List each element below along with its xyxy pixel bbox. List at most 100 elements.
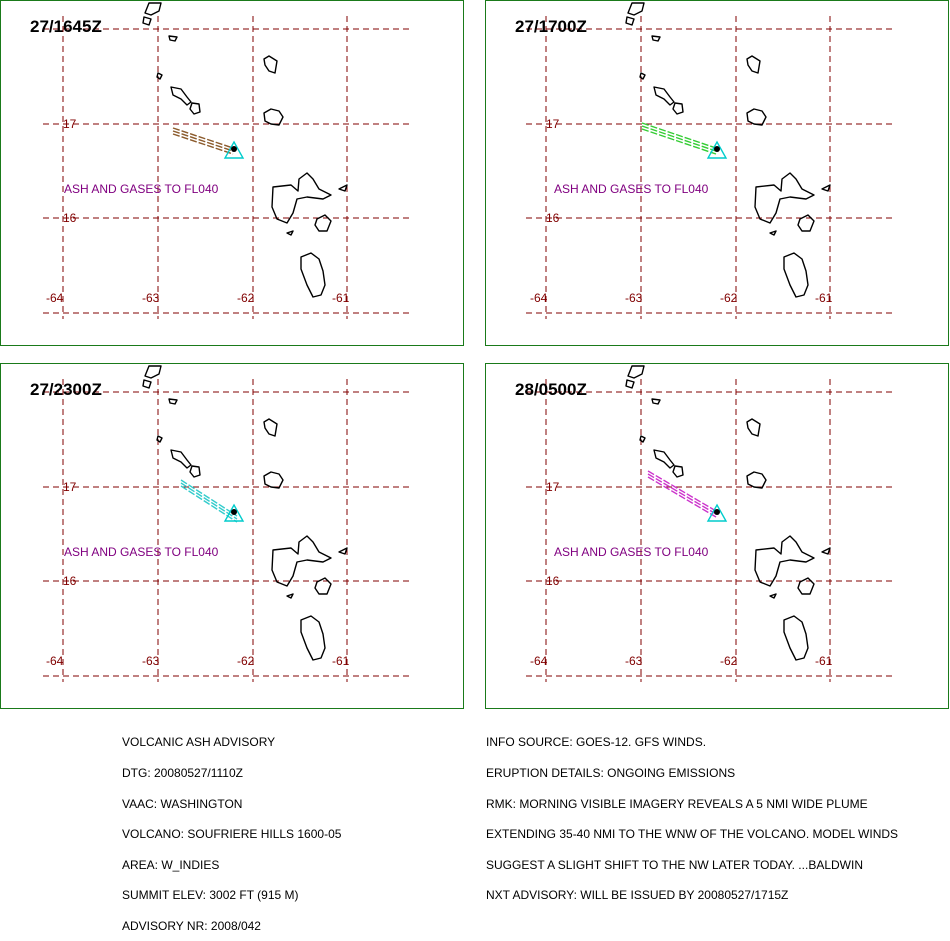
island-st-barts <box>168 35 178 42</box>
ash-plume-edge <box>647 470 717 512</box>
island-les-saintes <box>769 230 777 236</box>
island-guadeloupe <box>271 172 332 224</box>
island-marie-galante <box>314 214 332 232</box>
island-les-saintes <box>286 230 294 236</box>
forecast-time: 28/0500Z <box>515 380 587 399</box>
island-dominica <box>300 252 326 298</box>
island-antigua <box>263 108 284 126</box>
island-nevis <box>189 465 201 478</box>
island-saba <box>156 72 163 80</box>
ash-plume <box>641 122 728 159</box>
lat-label-16: 16 <box>63 574 77 588</box>
volcano-triangle-icon <box>223 503 245 522</box>
island-anguilla <box>627 2 645 16</box>
lon-label-61: -61 <box>332 291 350 305</box>
island-antigua <box>746 471 767 489</box>
advisory-line: AREA: W_INDIES <box>122 857 220 872</box>
advisory-line: EXTENDING 35-40 NMI TO THE WNW OF THE VO… <box>486 827 899 842</box>
ash-plume-edge <box>180 479 238 517</box>
island-st-barts <box>168 398 178 405</box>
lon-label-63: -63 <box>625 291 643 305</box>
advisory-line: ADVISORY NR: 2008/042 <box>122 918 261 933</box>
volcano-dot-icon <box>231 146 237 152</box>
island-st-barts <box>651 35 661 42</box>
advisory-line: RMK: MORNING VISIBLE IMAGERY REVEALS A 5… <box>486 796 868 811</box>
island-st-kitts <box>170 86 192 106</box>
volcano-dot-icon <box>714 509 720 515</box>
ash-plume-edge <box>641 122 717 149</box>
advisory-line: VAAC: WASHINGTON <box>122 796 243 811</box>
lat-label-16: 16 <box>546 211 560 225</box>
lat-label-17: 17 <box>546 480 560 494</box>
ash-plume <box>647 470 728 522</box>
volcano-dot-icon <box>231 509 237 515</box>
map-panel-1: 27/1645Z ASH AND GASES TO FL040 17 16 -6… <box>0 0 464 346</box>
island-anguilla <box>144 365 162 379</box>
island-desirade <box>821 547 831 555</box>
island-les-saintes <box>286 593 294 599</box>
island-marie-galante <box>797 214 815 232</box>
coastlines <box>625 365 831 661</box>
advisory-line: SUMMIT ELEV: 3002 FT (915 M) <box>122 888 299 903</box>
map-canvas <box>43 2 411 319</box>
island-guadeloupe <box>754 172 815 224</box>
island-barbuda <box>746 55 761 74</box>
island-st-kitts <box>170 449 192 469</box>
advisory-line: ERUPTION DETAILS: ONGOING EMISSIONS <box>486 766 736 780</box>
lat-label-16: 16 <box>546 574 560 588</box>
ash-plume-edge <box>172 127 234 149</box>
volcano-triangle-icon <box>223 140 245 159</box>
ash-plume-edge <box>172 133 234 155</box>
island-dominica <box>783 615 809 661</box>
island-dominica <box>300 615 326 661</box>
ash-plume-edge <box>641 125 717 152</box>
island-st-kitts <box>653 86 675 106</box>
lat-label-17: 17 <box>63 117 77 131</box>
island-marie-galante <box>314 577 332 595</box>
forecast-time: 27/1645Z <box>30 17 102 36</box>
lon-label-61: -61 <box>332 654 350 668</box>
coastlines <box>625 2 831 298</box>
volcano-triangle-icon <box>706 140 728 159</box>
island-nevis <box>672 102 684 115</box>
ash-plume-edge <box>641 128 717 155</box>
island-barbuda <box>263 418 278 437</box>
graticule <box>526 16 894 319</box>
coastlines <box>142 365 348 661</box>
graticule <box>43 379 411 682</box>
map-panel-2: 27/1700Z ASH AND GASES TO FL040 17 16 -6… <box>485 0 949 346</box>
island-st-martin <box>625 379 635 389</box>
island-les-saintes <box>769 593 777 599</box>
ash-label: ASH AND GASES TO FL040 <box>554 545 709 559</box>
advisory-line: VOLCANIC ASH ADVISORY <box>122 735 276 750</box>
lat-label-16: 16 <box>63 211 77 225</box>
map-canvas <box>526 2 894 319</box>
forecast-time: 27/2300Z <box>30 380 102 399</box>
island-saba <box>639 435 646 443</box>
island-antigua <box>263 471 284 489</box>
island-st-martin <box>142 16 152 26</box>
advisory-line: NXT ADVISORY: WILL BE ISSUED BY 20080527… <box>486 888 789 903</box>
volcano-dot-icon <box>714 146 720 152</box>
island-nevis <box>189 102 201 115</box>
lon-label-64: -64 <box>46 291 64 305</box>
ash-plume-edge <box>647 476 717 518</box>
island-guadeloupe <box>754 535 815 587</box>
island-desirade <box>338 184 348 192</box>
lon-label-61: -61 <box>815 654 833 668</box>
advisory-line: VOLCANO: SOUFRIERE HILLS 1600-05 <box>122 827 342 842</box>
island-guadeloupe <box>271 535 332 587</box>
island-desirade <box>338 547 348 555</box>
island-st-kitts <box>653 449 675 469</box>
island-barbuda <box>746 418 761 437</box>
lon-label-64: -64 <box>530 654 548 668</box>
island-anguilla <box>144 2 162 16</box>
ash-plume <box>180 479 245 523</box>
forecast-time: 27/1700Z <box>515 17 587 36</box>
lat-label-17: 17 <box>63 480 77 494</box>
island-antigua <box>746 108 767 126</box>
volcano-triangle-icon <box>706 503 728 522</box>
ash-label: ASH AND GASES TO FL040 <box>64 545 219 559</box>
map-panel-3: 27/2300Z ASH AND GASES TO FL040 17 16 -6… <box>0 363 464 709</box>
lon-label-63: -63 <box>142 654 160 668</box>
